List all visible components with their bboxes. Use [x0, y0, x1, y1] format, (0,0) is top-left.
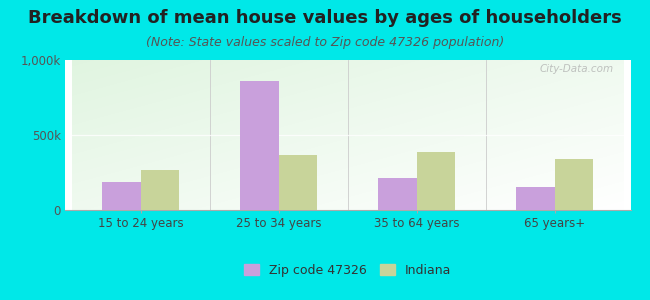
- Bar: [378, 178, 417, 210]
- Text: Breakdown of mean house values by ages of householders: Breakdown of mean house values by ages o…: [28, 9, 622, 27]
- Bar: [417, 152, 456, 210]
- Bar: [554, 159, 593, 210]
- Text: (Note: State values scaled to Zip code 47326 population): (Note: State values scaled to Zip code 4…: [146, 36, 504, 49]
- Bar: [240, 81, 279, 210]
- Bar: [141, 169, 179, 210]
- Bar: [279, 154, 317, 210]
- Bar: [516, 187, 554, 210]
- Legend: Zip code 47326, Indiana: Zip code 47326, Indiana: [239, 259, 456, 282]
- Bar: [102, 182, 141, 210]
- Text: City-Data.com: City-Data.com: [540, 64, 614, 74]
